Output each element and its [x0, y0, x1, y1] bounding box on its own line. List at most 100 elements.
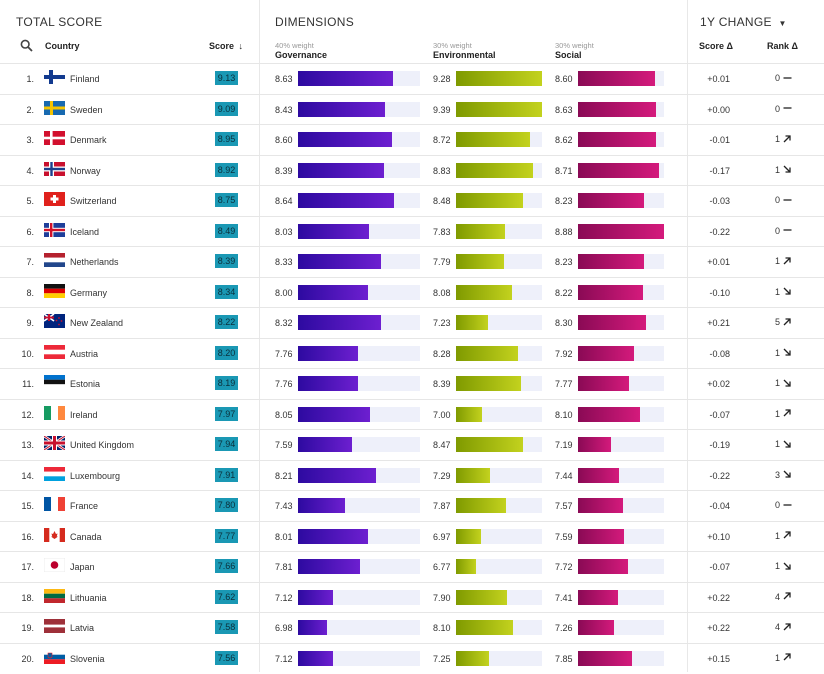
- environmental-value: 8.10: [433, 623, 451, 633]
- score-delta-column-header[interactable]: Score Δ: [699, 41, 733, 51]
- governance-bar-track: [298, 346, 420, 361]
- environmental-bar: [456, 498, 506, 513]
- social-bar-track: [578, 468, 664, 483]
- environmental-column-header[interactable]: Environmental: [433, 50, 496, 60]
- country-name: Denmark: [70, 135, 107, 145]
- governance-bar-track: [298, 71, 420, 86]
- rank-number: 14.: [12, 471, 34, 481]
- social-value: 8.88: [555, 227, 573, 237]
- rank-delta-value: 1: [775, 409, 780, 419]
- governance-value: 7.12: [275, 593, 293, 603]
- rank-number: 19.: [12, 623, 34, 633]
- rank-delta: 1: [775, 561, 791, 572]
- social-weight: 30% weight: [555, 41, 594, 50]
- governance-bar-track: [298, 376, 420, 391]
- social-bar-track: [578, 285, 664, 300]
- rank-delta-value: 1: [775, 348, 780, 358]
- environmental-bar-track: [456, 437, 542, 452]
- environmental-value: 7.29: [433, 471, 451, 481]
- rank-number: 1.: [12, 74, 34, 84]
- social-value: 7.41: [555, 593, 573, 603]
- change-period-dropdown[interactable]: 1Y CHANGE ▼: [700, 15, 787, 29]
- governance-bar: [298, 71, 393, 86]
- score-column-header[interactable]: Score ↓: [209, 41, 243, 51]
- rank-number: 17.: [12, 562, 34, 572]
- rank-delta: 1: [775, 653, 791, 664]
- governance-value: 8.01: [275, 532, 293, 542]
- search-icon[interactable]: [20, 39, 33, 52]
- governance-value: 8.60: [275, 135, 293, 145]
- social-bar: [578, 407, 640, 422]
- rank-delta: 1: [775, 134, 791, 145]
- score-delta: +0.00: [690, 105, 730, 115]
- trend-down-icon: [783, 348, 791, 358]
- rank-delta: 0: [775, 226, 792, 237]
- rank-delta-column-header[interactable]: Rank Δ: [767, 41, 798, 51]
- governance-bar: [298, 620, 327, 635]
- social-bar-track: [578, 315, 664, 330]
- country-name: Luxembourg: [70, 471, 120, 481]
- rank-delta: 1: [775, 409, 791, 420]
- environmental-bar-track: [456, 346, 542, 361]
- rank-delta-value: 5: [775, 317, 780, 327]
- environmental-bar-track: [456, 132, 542, 147]
- social-bar-track: [578, 559, 664, 574]
- flag-icon: [44, 558, 65, 572]
- environmental-bar-track: [456, 376, 542, 391]
- country-name: Iceland: [70, 227, 99, 237]
- country-name: France: [70, 501, 98, 511]
- total-score-badge: 8.39: [215, 254, 238, 268]
- social-bar: [578, 102, 656, 117]
- rank-delta-value: 3: [775, 470, 780, 480]
- rank-number: 18.: [12, 593, 34, 603]
- rank-delta-value: 1: [775, 531, 780, 541]
- social-value: 7.44: [555, 471, 573, 481]
- flag-icon: [44, 253, 65, 267]
- environmental-value: 8.72: [433, 135, 451, 145]
- governance-bar: [298, 102, 385, 117]
- governance-weight: 40% weight: [275, 41, 314, 50]
- environmental-value: 6.77: [433, 562, 451, 572]
- rank-delta: 0: [775, 195, 792, 206]
- governance-bar-track: [298, 437, 420, 452]
- environmental-value: 9.39: [433, 105, 451, 115]
- governance-column-header[interactable]: Governance: [275, 50, 327, 60]
- rank-number: 13.: [12, 440, 34, 450]
- total-score-badge: 8.95: [215, 132, 238, 146]
- country-name: Estonia: [70, 379, 100, 389]
- environmental-bar-track: [456, 590, 542, 605]
- country-name: Germany: [70, 288, 107, 298]
- environmental-bar: [456, 254, 504, 269]
- flag-icon: [44, 345, 65, 359]
- dimensions-heading: DIMENSIONS: [275, 15, 354, 29]
- country-name: Finland: [70, 74, 100, 84]
- country-column-header[interactable]: Country: [45, 41, 80, 51]
- rank-number: 5.: [12, 196, 34, 206]
- governance-bar-track: [298, 224, 420, 239]
- social-column-header[interactable]: Social: [555, 50, 582, 60]
- score-delta: +0.10: [690, 532, 730, 542]
- total-score-heading: TOTAL SCORE: [16, 15, 102, 29]
- rank-number: 3.: [12, 135, 34, 145]
- trend-down-icon: [783, 165, 791, 175]
